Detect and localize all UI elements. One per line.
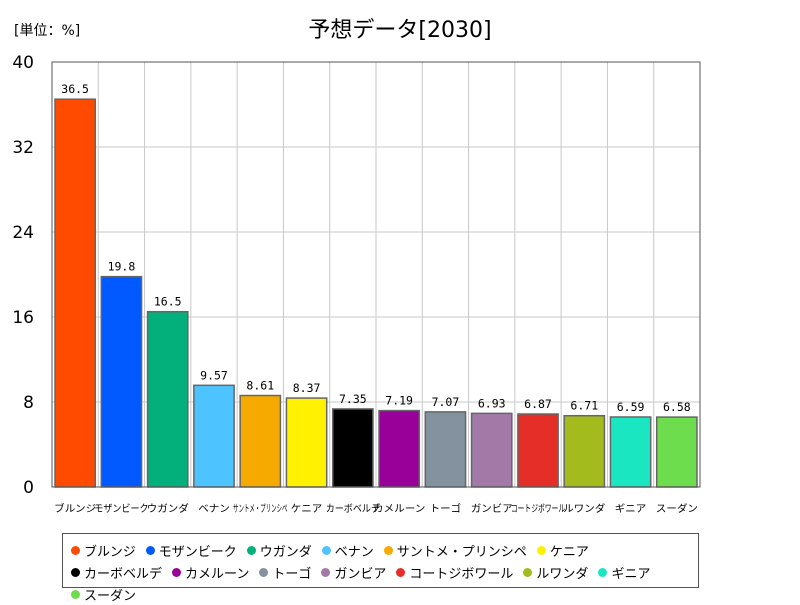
legend-label: ガンビア [334,566,387,582]
unit-label: [単位：%] [14,23,81,39]
x-tick-label: スーダン [656,502,698,515]
data-label: 6.71 [570,399,598,413]
data-label: 6.59 [617,400,645,414]
y-tick-label: 40 [12,53,34,73]
legend-item: ギニア [598,561,650,583]
legend-item: モザンビーク [145,539,237,561]
legend-label: カーボベルデ [84,566,163,582]
x-tick-label: ウガンダ [147,502,189,515]
x-tick-label: カーボベルデ [326,502,380,515]
x-tick-label: コートジボワール [511,503,565,515]
y-tick-label: 24 [12,223,34,243]
data-label: 8.37 [293,381,321,395]
legend-item: カメルーン [172,561,249,583]
legend-label: モザンビーク [158,544,237,560]
x-tick-label: ベナン [198,503,230,515]
legend-marker [172,567,182,577]
x-tick-label: ケニア [291,503,323,515]
bar [146,310,189,488]
bar [239,394,282,488]
data-label: 36.5 [61,82,89,96]
bar [378,409,421,488]
x-tick-label: ギニア [615,503,647,515]
data-label: 7.19 [385,394,413,408]
legend-marker [383,545,393,555]
legend-item: ウガンダ [246,539,312,561]
legend-marker [523,567,533,577]
bar [655,416,698,488]
bar [424,411,467,488]
legend-item: ベナン [321,539,374,561]
bar [331,408,374,488]
x-tick-label: ブルンジ [54,502,96,515]
x-tick-label: モザンビーク [94,503,148,515]
y-tick-label: 16 [12,308,34,328]
x-tick-label: ルワンダ [563,502,605,515]
legend-label: ブルンジ [84,544,136,560]
legend-item: コートジボワール [396,561,513,583]
legend-marker [536,545,546,555]
y-tick-label: 8 [23,393,34,413]
legend-label: ベナン [334,544,374,560]
legend-label: ウガンダ [259,544,312,560]
legend-item: ルワンダ [523,561,588,583]
data-label: 16.5 [154,295,182,309]
legend-marker [598,567,608,577]
bar [285,397,328,488]
data-label: 6.58 [663,400,691,414]
legend-item: スーダン [71,583,136,605]
legend-label: ケニア [549,544,589,560]
bar [609,416,652,488]
legend-label: ルワンダ [536,566,589,582]
chart-title: 予想データ[2030] [308,18,492,43]
legend-label: コートジボワール [409,566,514,582]
x-tick-label: サントメ・プリンシペ [233,503,287,515]
legend-marker [145,545,155,555]
legend-marker [71,545,80,555]
plot-frame [51,61,701,488]
legend-marker [246,545,256,555]
legend-label: ギニア [611,566,651,582]
bar [517,413,559,488]
bar [100,275,143,488]
data-label: 8.61 [246,379,274,393]
legend-label: スーダン [84,588,137,604]
legend-marker [396,567,406,577]
bar [470,412,513,488]
data-label: 19.8 [108,260,136,274]
legend-item: ブルンジ [71,539,136,561]
bar [54,98,97,488]
legend-marker [321,545,331,555]
legend-label: サントメ・プリンシペ [396,544,527,560]
y-tick-label: 0 [23,478,34,498]
legend-label: トーゴ [272,566,312,582]
x-tick-label: トーゴ [430,502,462,515]
bar [563,414,606,488]
legend-marker [259,567,269,577]
data-label: 9.57 [200,368,228,382]
bar-chart: 0 8 16 24 32 40 36.5 ブルンジ 19.8 モザンビーク 16.5 ウガンダ 9.57… [12,53,701,515]
x-tick-label: カメルーン [373,503,426,515]
legend-label: カメルーン [185,566,250,582]
data-label: 6.93 [478,396,506,410]
bar [193,384,235,488]
data-label: 7.35 [339,392,367,406]
legend-item: ケニア [536,539,589,561]
y-tick-label: 32 [12,138,34,158]
legend-item: ガンビア [321,561,386,583]
legend-marker [321,567,331,577]
x-tick-label: ガンビア [471,503,513,515]
data-label: 7.07 [432,395,460,409]
legend-marker [71,589,80,599]
legend-item: カーボベルデ [71,561,162,583]
legend-marker [71,567,80,577]
legend-item: トーゴ [259,561,311,583]
legend-item: サントメ・プリンシペ [383,539,527,561]
data-label: 6.87 [524,397,552,411]
chart-legend: ブルンジ モザンビーク ウガンダ ベナン サントメ・プリンシペ ケニアカーボベルデ カメルー… [62,533,699,604]
